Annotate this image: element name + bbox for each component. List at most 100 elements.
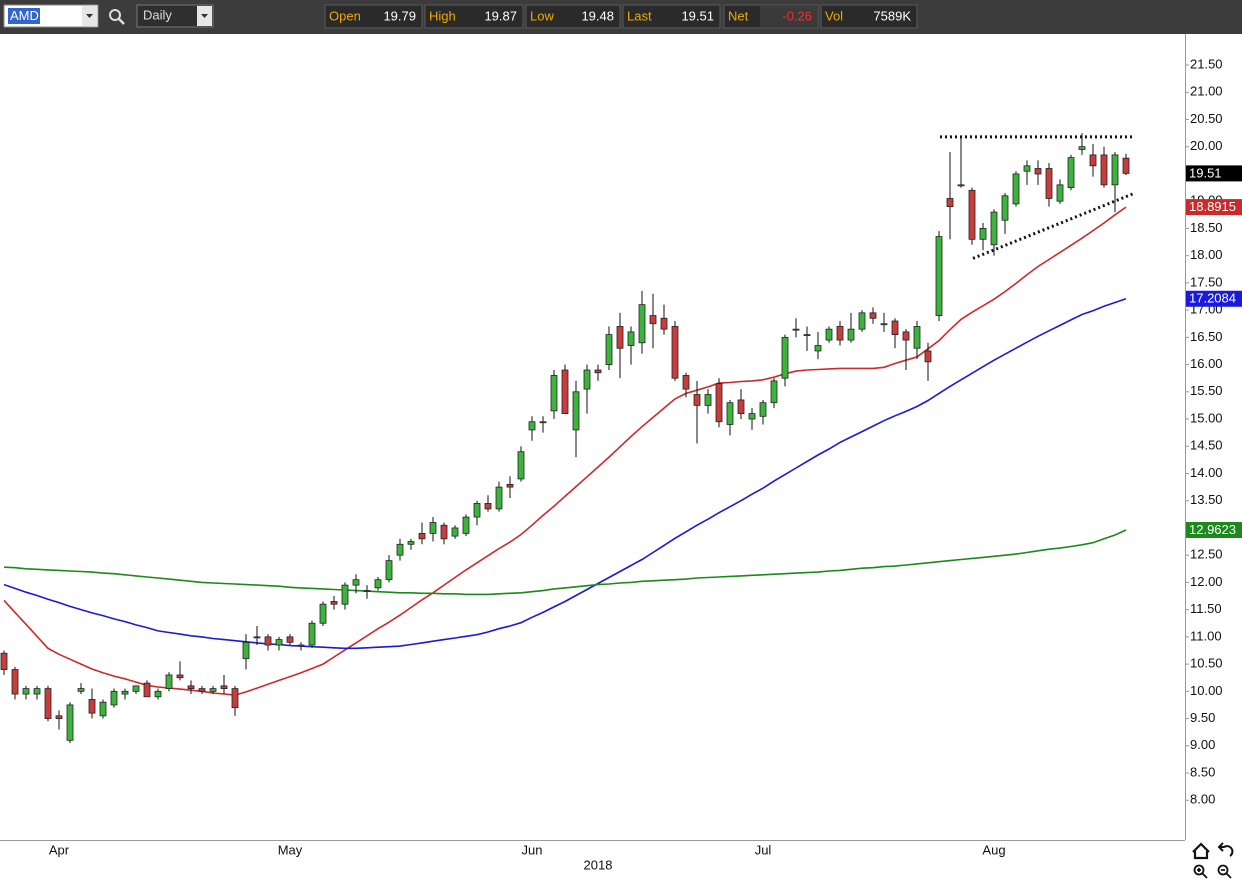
candle-body	[880, 323, 888, 326]
price-tag	[1186, 522, 1242, 539]
quote-value: 19.48	[581, 8, 614, 23]
candle-body	[737, 399, 745, 414]
candle-body	[836, 326, 844, 341]
candle-body	[1078, 146, 1086, 150]
candle-body	[1100, 154, 1108, 186]
candle-body	[1023, 165, 1031, 172]
zoom-lens	[1193, 864, 1205, 876]
zoom-in-button[interactable]	[1193, 864, 1208, 879]
trendline	[972, 191, 1136, 260]
quote-cell	[525, 4, 621, 29]
candle-body	[352, 579, 360, 586]
candle-body	[1012, 173, 1020, 205]
candle-body	[286, 636, 294, 643]
candle-body	[308, 622, 316, 646]
symbol-text[interactable]: AMD	[10, 8, 39, 23]
candle-body	[572, 391, 580, 431]
candle-body	[726, 402, 734, 425]
y-tick-label: 12.00	[1190, 574, 1223, 589]
interval-select[interactable]: Daily	[136, 4, 214, 28]
quote-value: 7589K	[873, 8, 911, 23]
y-tick-label: 15.50	[1190, 383, 1223, 398]
candle-body	[319, 603, 327, 624]
x-tick-label: Aug	[982, 842, 1005, 857]
candle-body	[110, 690, 118, 706]
y-tick-label: 20.00	[1190, 138, 1223, 153]
candle-body	[616, 326, 624, 349]
dropdown-arrow	[201, 14, 208, 18]
quote-label: Net	[728, 8, 749, 23]
candle-body	[33, 688, 41, 695]
candle-body	[803, 334, 811, 337]
interval-box[interactable]	[136, 4, 214, 28]
zoom-minus	[1221, 869, 1232, 879]
candle-body	[1122, 157, 1130, 174]
candle-body	[363, 590, 371, 592]
y-tick-label: 16.00	[1190, 356, 1223, 371]
price-tag	[1186, 199, 1242, 216]
candle-body	[297, 644, 305, 647]
candle-body	[44, 688, 52, 719]
candle-body	[979, 228, 987, 240]
candle-body	[528, 421, 536, 431]
candle-body	[594, 369, 602, 374]
search-icon[interactable]	[109, 9, 125, 25]
candle-body	[682, 375, 690, 390]
candle-body	[792, 328, 800, 331]
quote-value: 19.51	[681, 8, 714, 23]
candle-body	[330, 601, 338, 605]
candle-body	[605, 334, 613, 365]
candle-body	[220, 685, 228, 690]
candle-body	[264, 636, 272, 646]
candle-body	[88, 699, 96, 714]
candle-body	[946, 198, 954, 208]
candle-body	[891, 320, 899, 336]
candle-body	[132, 685, 140, 692]
price-tag-label: 19.51	[1189, 165, 1222, 180]
dropdown-arrow	[86, 14, 93, 18]
candle-body	[231, 688, 239, 709]
candle-body	[1034, 168, 1042, 175]
home-button[interactable]	[1192, 842, 1210, 860]
y-tick-label: 8.00	[1190, 792, 1215, 807]
x-axis-label: 2018	[584, 857, 613, 872]
y-tick-label: 11.50	[1190, 601, 1222, 616]
candle-body	[748, 413, 756, 420]
x-tick-label: Jun	[522, 842, 543, 857]
y-tick-label: 18.50	[1190, 220, 1223, 235]
y-tick-label: 9.50	[1190, 710, 1215, 725]
y-tick-label: 10.00	[1190, 683, 1223, 698]
candle-body	[1056, 184, 1064, 202]
candle-body	[11, 669, 19, 695]
y-tick-label: 14.50	[1190, 438, 1223, 453]
candle-body	[99, 701, 107, 717]
candle-body	[495, 486, 503, 510]
search-handle	[118, 18, 125, 25]
y-tick-label: 18.00	[1190, 247, 1223, 262]
quote-label: Open	[329, 8, 361, 23]
candle-body	[462, 516, 470, 534]
candle-body	[561, 369, 569, 414]
interval-text[interactable]: Daily	[143, 7, 172, 22]
candle-body	[253, 636, 261, 639]
quote-cell	[622, 4, 721, 29]
undo-button[interactable]	[1217, 842, 1234, 857]
quote-cell	[324, 4, 423, 29]
quote-value: -0.26	[782, 8, 812, 23]
plot	[0, 133, 1130, 744]
candle-body	[550, 375, 558, 412]
candle-body	[913, 326, 921, 349]
candle-body	[990, 211, 998, 246]
candle-body	[715, 383, 723, 423]
candle-body	[66, 704, 74, 741]
candle-body	[935, 236, 943, 316]
candle-body	[187, 685, 195, 690]
symbol-box[interactable]: AMD	[3, 4, 99, 28]
quote-label: High	[429, 8, 456, 23]
moving-average-line	[3, 298, 1127, 650]
candle-body	[858, 312, 866, 330]
zoom-out-button[interactable]	[1217, 864, 1232, 879]
candle-body	[1067, 157, 1075, 188]
candle-body	[770, 380, 778, 404]
